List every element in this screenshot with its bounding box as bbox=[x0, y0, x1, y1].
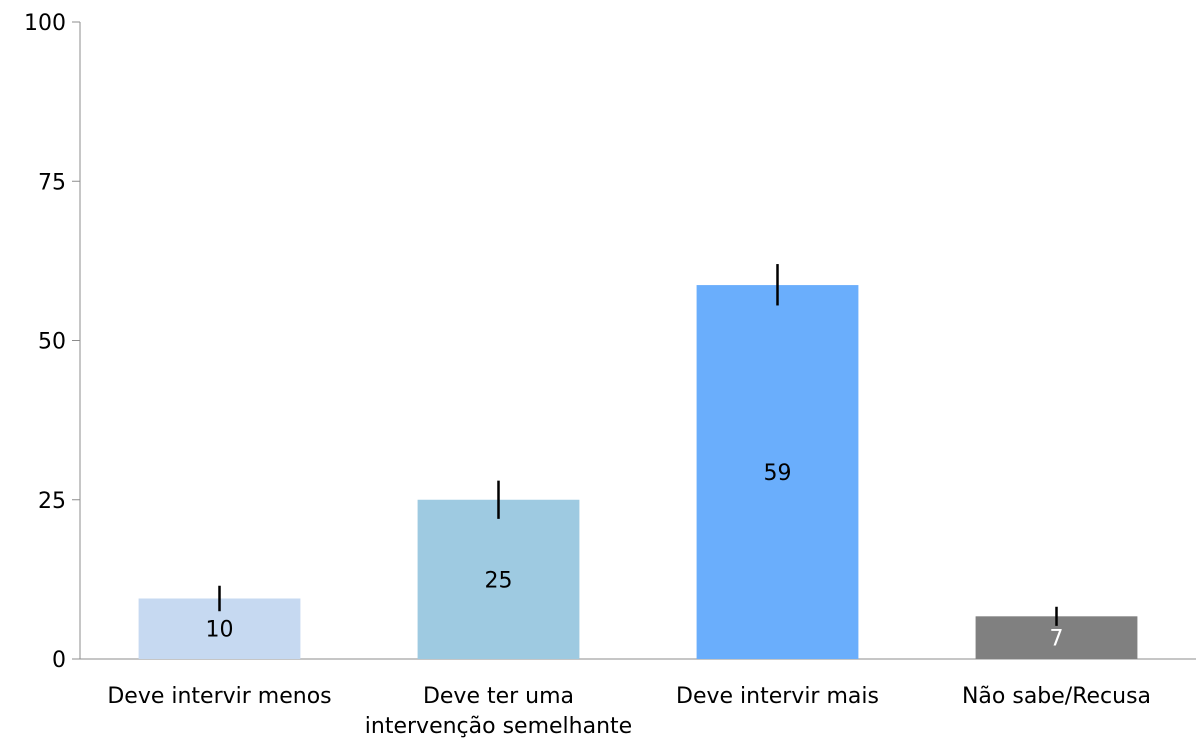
error-bars bbox=[218, 264, 1058, 626]
y-tick-label: 0 bbox=[52, 648, 66, 673]
y-tick-labels: 0 25 50 75 100 bbox=[24, 11, 66, 673]
y-tick-label: 100 bbox=[24, 11, 66, 36]
y-tick-label: 50 bbox=[38, 330, 66, 355]
data-label: 25 bbox=[485, 568, 513, 593]
data-label: 7 bbox=[1050, 627, 1064, 652]
bars bbox=[138, 285, 1138, 659]
y-tick-label: 25 bbox=[38, 489, 66, 514]
data-label: 59 bbox=[764, 461, 792, 486]
category-label-line: Não sabe/Recusa bbox=[962, 684, 1151, 709]
category-labels: Deve intervir menos Deve ter uma intervenç… bbox=[107, 684, 1151, 738]
category-label: Deve intervir mais bbox=[676, 684, 879, 709]
category-label-line: intervenção semelhante bbox=[365, 714, 632, 738]
category-label: Deve ter uma intervenção semelhante bbox=[365, 684, 632, 738]
axes bbox=[72, 21, 1196, 660]
category-label: Deve intervir menos bbox=[107, 684, 331, 709]
data-label: 10 bbox=[206, 618, 234, 643]
category-label: Não sabe/Recusa bbox=[962, 684, 1151, 709]
data-labels: 10 25 59 7 bbox=[206, 461, 1064, 652]
category-label-line: Deve intervir mais bbox=[676, 684, 879, 709]
category-label-line: Deve intervir menos bbox=[107, 684, 331, 709]
category-label-line: Deve ter uma bbox=[423, 684, 574, 709]
bar bbox=[696, 285, 859, 659]
bar bbox=[417, 499, 580, 659]
y-tick-label: 75 bbox=[38, 170, 66, 195]
